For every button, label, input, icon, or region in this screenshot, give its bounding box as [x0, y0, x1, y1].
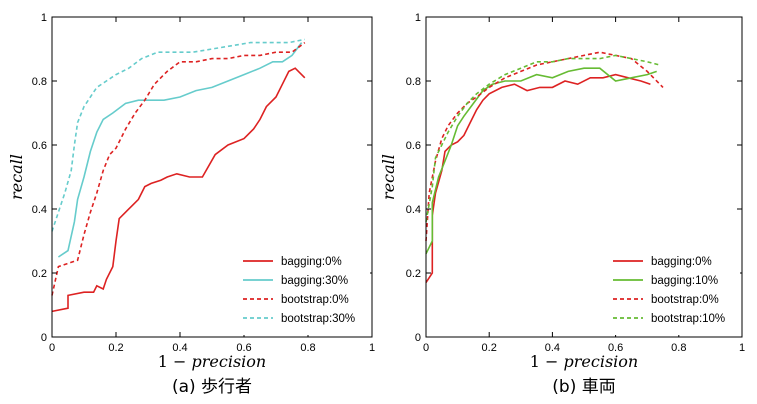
legend-label: bootstrap:30%	[281, 313, 355, 325]
series-line-bootstrap10	[425, 54, 660, 222]
y-tick-label: 0.4	[32, 204, 47, 216]
y-tick-label: 0.6	[406, 140, 421, 152]
chart-panel-b: 0 0.2 0.4 0.6 0.8 1 0 0.2 0.4 0.6 0.8 1 1 − precisio…	[379, 12, 745, 397]
x-tick-label: 0	[423, 342, 429, 354]
legend-label: bagging:10%	[651, 275, 718, 287]
x-axis-label: 1 − precision	[158, 352, 266, 371]
legend-box	[605, 250, 740, 335]
legend-label: bagging:30%	[281, 275, 348, 287]
y-tick-label: 0.8	[32, 76, 47, 88]
legend: bagging:0% bagging:10% bootstrap:0% bootstr…	[605, 250, 740, 335]
x-tick-label: 0.4	[172, 342, 187, 354]
figure-caption: (b) 車両	[552, 377, 615, 397]
y-tick-label: 0	[41, 332, 47, 344]
y-tick-label: 0	[415, 332, 421, 344]
figure-caption: (a) 歩行者	[172, 377, 252, 397]
legend-label: bootstrap:0%	[651, 294, 719, 306]
y-axis-label: recall	[7, 154, 26, 200]
y-tick-label: 0.4	[406, 204, 421, 216]
x-tick-label: 0.8	[300, 342, 315, 354]
x-tick-label: 0.6	[608, 342, 623, 354]
series-line-bootstrap0	[51, 41, 306, 296]
series-line-bootstrap0	[425, 51, 664, 242]
legend-label: bagging:0%	[651, 256, 712, 268]
y-tick-label: 1	[415, 12, 421, 24]
x-tick-label: 1	[739, 342, 745, 354]
x-tick-label: 0.8	[671, 342, 686, 354]
plot-frame	[425, 16, 743, 338]
y-tick-label: 1	[41, 12, 47, 24]
y-tick-label: 0.2	[32, 268, 47, 280]
x-axis-label: 1 − precision	[530, 352, 638, 371]
series-line-bagging30	[57, 42, 303, 258]
legend-label: bootstrap:0%	[281, 294, 349, 306]
legend-label: bootstrap:10%	[651, 313, 725, 325]
x-tick-label: 0.2	[482, 342, 497, 354]
x-tick-label: 0.4	[545, 342, 560, 354]
legend: bagging:0% bagging:30% bootstrap:0% bootstr…	[235, 250, 370, 335]
series-line-bagging0	[51, 67, 306, 313]
y-tick-label: 0.6	[32, 140, 47, 152]
chart-panel-a: 0 0.2 0.4 0.6 0.8 1 0 0.2 0.4 0.6 0.8 1 1 − precisio…	[7, 12, 375, 397]
x-tick-label: 0.6	[236, 342, 251, 354]
x-tick-label: 0.2	[108, 342, 123, 354]
legend-box	[235, 250, 370, 335]
x-tick-label: 1	[369, 342, 375, 354]
y-tick-label: 0.8	[406, 76, 421, 88]
y-tick-label: 0.2	[406, 268, 421, 280]
x-tick-label: 0	[49, 342, 55, 354]
plot-frame	[51, 16, 373, 338]
y-axis-label: recall	[379, 154, 398, 200]
series-line-bagging10	[425, 67, 657, 255]
series-line-bootstrap30	[51, 38, 305, 232]
legend-label: bagging:0%	[281, 256, 342, 268]
